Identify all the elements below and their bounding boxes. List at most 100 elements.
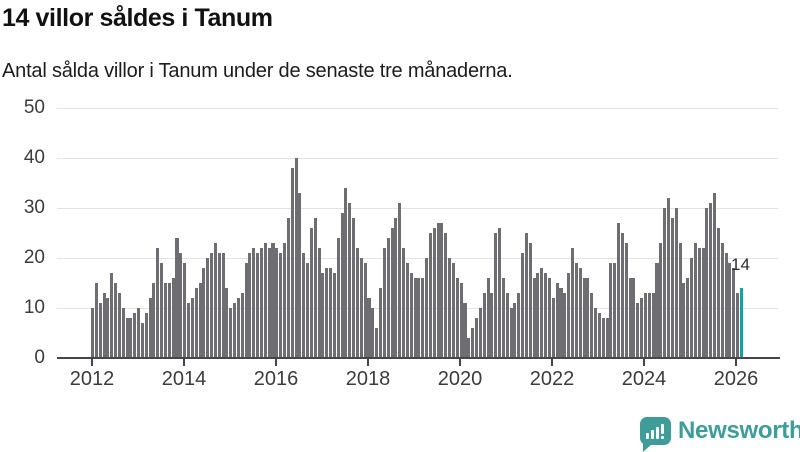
exclamation-glyph: [661, 424, 664, 439]
bar: [670, 218, 674, 357]
x-tick-label: 2026: [713, 368, 759, 390]
x-tick-mark: [367, 359, 369, 366]
bar: [467, 338, 471, 357]
x-tick-mark: [459, 359, 461, 366]
bar: [140, 323, 144, 357]
bar-chart-bubble-icon: [640, 417, 671, 445]
bar: [471, 328, 475, 357]
bar: [386, 238, 390, 357]
bar: [609, 263, 613, 357]
bar: [482, 293, 486, 357]
bar: [643, 293, 647, 357]
bar: [701, 248, 705, 357]
bar: [336, 238, 340, 357]
bar: [340, 213, 344, 357]
y-tick-label: 50: [23, 97, 45, 118]
bar: [413, 278, 417, 357]
newsworthy-brand-text: Newsworthy: [678, 417, 800, 444]
bar: [394, 218, 398, 357]
bar: [256, 253, 260, 357]
bar: [628, 278, 632, 357]
bar: [463, 303, 467, 357]
x-tick-mark: [275, 359, 277, 366]
bar: [244, 263, 248, 357]
bar: [398, 203, 402, 357]
bar: [513, 303, 517, 357]
bar: [528, 243, 532, 357]
bar: [659, 243, 663, 357]
bar: [451, 263, 455, 357]
bar: [697, 248, 701, 357]
bar: [229, 308, 233, 357]
bar: [302, 253, 306, 357]
bar: [352, 218, 356, 357]
bar: [125, 318, 129, 357]
bar: [294, 158, 298, 357]
bar: [194, 288, 198, 357]
bar: [137, 308, 141, 357]
bar: [325, 268, 329, 357]
x-tick-label: 2016: [253, 368, 299, 390]
bar: [713, 193, 717, 357]
bar: [667, 198, 671, 357]
bar: [436, 223, 440, 357]
bar: [678, 243, 682, 357]
bar: [444, 233, 448, 357]
bar: [425, 258, 429, 357]
bar: [578, 268, 582, 357]
x-tick-label: 2020: [437, 368, 483, 390]
y-tick-label: 0: [34, 347, 45, 368]
bar: [693, 243, 697, 357]
bar: [563, 293, 567, 357]
bar: [313, 218, 317, 357]
gridline-y-20: [57, 258, 778, 259]
bar: [724, 253, 728, 357]
bar: [359, 258, 363, 357]
bar: [601, 318, 605, 357]
bar: [267, 248, 271, 357]
bar: [187, 303, 191, 357]
bar: [459, 283, 463, 357]
bar: [321, 273, 325, 357]
bar: [98, 303, 102, 357]
bar: [286, 218, 290, 357]
bar: [156, 248, 160, 357]
bar: [133, 313, 137, 357]
bar: [329, 268, 333, 357]
bar: [582, 278, 586, 357]
bar: [632, 278, 636, 357]
x-tick-mark: [551, 359, 553, 366]
bar: [524, 233, 528, 357]
bar: [240, 293, 244, 357]
bar: [620, 233, 624, 357]
bar: [478, 308, 482, 357]
gridline-y-40: [57, 158, 778, 159]
bar: [382, 248, 386, 357]
bar: [613, 263, 617, 357]
bar: [540, 268, 544, 357]
gridline-y-30: [57, 208, 778, 209]
bar: [501, 278, 505, 357]
newsworthy-logo[interactable]: Newsworthy: [638, 415, 800, 452]
bar: [332, 273, 336, 357]
x-tick-label: 2014: [161, 368, 207, 390]
bar: [363, 263, 367, 357]
bar: [440, 223, 444, 357]
bar: [421, 278, 425, 357]
bar: [221, 253, 225, 357]
bar: [686, 278, 690, 357]
bar: [571, 248, 575, 357]
bar: [248, 253, 252, 357]
bar: [309, 228, 313, 357]
x-tick-label: 2022: [529, 368, 575, 390]
bar: [106, 298, 110, 357]
bar: [547, 278, 551, 357]
bar: [663, 208, 667, 357]
bar: [555, 283, 559, 357]
bar: [655, 263, 659, 357]
x-tick-mark: [643, 359, 645, 366]
bar: [252, 248, 256, 357]
y-tick-label: 30: [23, 197, 45, 218]
bar: [94, 283, 98, 357]
